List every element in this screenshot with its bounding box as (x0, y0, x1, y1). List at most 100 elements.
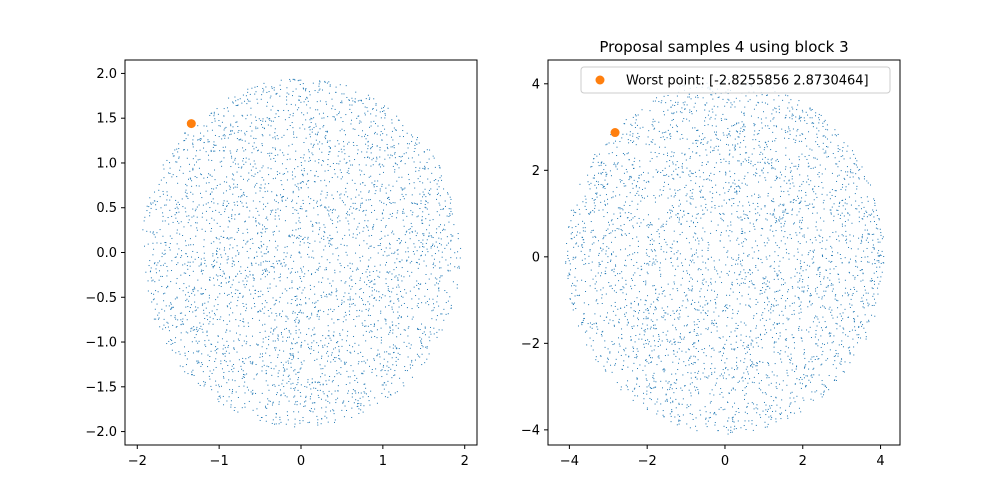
sample-point (838, 160, 840, 162)
sample-point (662, 410, 664, 412)
sample-point (261, 235, 263, 237)
sample-point (286, 246, 288, 248)
sample-point (327, 159, 329, 161)
sample-point (458, 265, 460, 267)
sample-point (289, 272, 291, 274)
sample-point (366, 225, 368, 227)
sample-point (583, 241, 585, 243)
sample-point (428, 236, 430, 238)
sample-point (213, 241, 215, 243)
sample-point (360, 403, 362, 405)
sample-point (365, 308, 367, 310)
sample-point (270, 265, 272, 267)
sample-point (857, 337, 859, 339)
sample-point (222, 395, 224, 397)
sample-point (279, 149, 281, 151)
sample-point (319, 266, 321, 268)
sample-point (681, 338, 683, 340)
sample-point (412, 316, 414, 318)
sample-point (354, 128, 356, 130)
sample-point (396, 249, 398, 251)
sample-point (716, 326, 718, 328)
sample-point (279, 209, 281, 211)
sample-point (759, 293, 761, 295)
sample-point (670, 262, 672, 264)
sample-point (153, 263, 155, 265)
sample-point (594, 235, 596, 237)
sample-point (340, 178, 342, 180)
sample-point (272, 263, 274, 265)
sample-point (761, 314, 763, 316)
sample-point (633, 140, 635, 142)
sample-point (393, 375, 395, 377)
sample-point (798, 202, 800, 204)
sample-point (314, 408, 316, 410)
sample-point (428, 353, 430, 355)
sample-point (241, 377, 243, 379)
sample-point (155, 272, 157, 274)
sample-point (398, 167, 400, 169)
sample-point (780, 226, 782, 228)
sample-point (404, 187, 406, 189)
sample-point (223, 236, 225, 238)
sample-point (281, 136, 283, 138)
sample-point (216, 108, 218, 110)
sample-point (318, 159, 320, 161)
sample-point (244, 286, 246, 288)
sample-point (259, 295, 261, 297)
sample-point (359, 183, 361, 185)
sample-point (325, 197, 327, 199)
sample-point (180, 256, 182, 258)
sample-point (252, 409, 254, 411)
sample-point (216, 352, 218, 354)
sample-point (155, 290, 157, 292)
sample-point (190, 191, 192, 193)
sample-point (199, 158, 201, 160)
sample-point (282, 379, 284, 381)
sample-point (740, 339, 742, 341)
sample-point (208, 339, 210, 341)
sample-point (189, 265, 191, 267)
sample-point (425, 207, 427, 209)
sample-point (309, 203, 311, 205)
sample-point (212, 255, 214, 257)
sample-point (781, 128, 783, 130)
sample-point (267, 153, 269, 155)
sample-point (720, 161, 722, 163)
sample-point (274, 340, 276, 342)
sample-point (438, 290, 440, 292)
sample-point (775, 138, 777, 139)
sample-point (294, 184, 296, 186)
sample-point (370, 125, 372, 127)
sample-point (310, 274, 312, 276)
sample-point (837, 213, 839, 215)
sample-point (267, 190, 269, 192)
sample-point (328, 210, 330, 212)
sample-point (200, 365, 202, 367)
sample-point (379, 363, 381, 365)
sample-point (309, 107, 311, 109)
sample-point (353, 402, 355, 404)
sample-point (694, 342, 696, 344)
sample-point (181, 250, 183, 252)
sample-point (298, 235, 300, 237)
sample-point (367, 220, 369, 222)
sample-point (177, 201, 179, 203)
sample-point (270, 367, 272, 369)
sample-point (365, 98, 367, 100)
sample-point (649, 222, 651, 224)
sample-point (213, 265, 215, 267)
sample-point (265, 336, 267, 338)
sample-point (333, 357, 335, 359)
sample-point (645, 374, 647, 376)
sample-point (287, 336, 289, 338)
sample-point (231, 157, 233, 159)
sample-point (336, 370, 338, 372)
sample-point (369, 296, 371, 298)
sample-point (380, 219, 382, 221)
sample-point (373, 323, 375, 325)
sample-point (398, 315, 400, 317)
sample-point (355, 208, 357, 210)
sample-point (291, 280, 293, 282)
sample-point (591, 327, 593, 329)
